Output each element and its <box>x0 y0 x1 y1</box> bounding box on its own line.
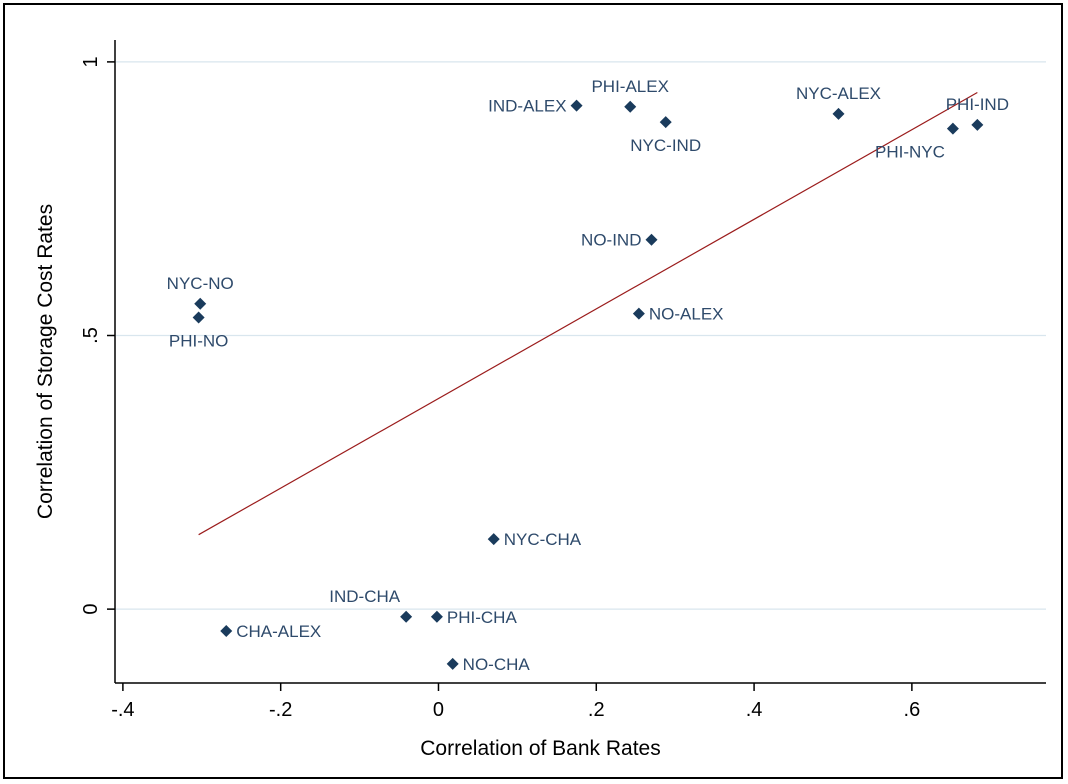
point-label: NYC-NO <box>167 274 234 293</box>
data-point <box>645 233 658 246</box>
chart-frame <box>3 3 1063 779</box>
data-points: IND-ALEX PHI-ALEX NYC-IND NYC-ALEX PHI-NYC PH… <box>167 77 1009 674</box>
x-tick-label: .2 <box>588 699 605 721</box>
data-point <box>570 99 583 112</box>
axes <box>114 40 1046 684</box>
x-tick-label: .4 <box>746 699 763 721</box>
point-label: PHI-ALEX <box>591 77 668 96</box>
point-label: PHI-CHA <box>447 608 518 627</box>
point-label: NYC-ALEX <box>796 84 881 103</box>
point-label: NO-CHA <box>463 655 531 674</box>
data-point <box>971 118 984 131</box>
x-tick-label: 0 <box>433 699 444 721</box>
point-label: NO-ALEX <box>649 305 724 324</box>
point-label: NYC-IND <box>630 136 701 155</box>
ticks: 0 .5 1 -.4 -.2 0 .2 .4 .6 <box>80 56 920 721</box>
data-point <box>194 297 207 310</box>
data-point <box>659 116 672 129</box>
data-point <box>946 122 959 135</box>
point-label: NO-IND <box>581 231 641 250</box>
point-label: CHA-ALEX <box>236 622 321 641</box>
point-label: PHI-NYC <box>875 143 945 162</box>
grid-lines <box>116 61 1046 610</box>
x-tick-label: -.2 <box>269 699 292 721</box>
fitted-line <box>198 92 978 536</box>
data-point <box>430 610 443 623</box>
data-point <box>487 533 500 546</box>
data-point <box>632 307 645 320</box>
y-tick-label: .5 <box>80 327 102 344</box>
y-axis-title: Correlation of Storage Cost Rates <box>34 204 57 519</box>
y-tick-label: 0 <box>80 604 102 615</box>
data-point <box>832 107 845 120</box>
point-label: IND-ALEX <box>488 97 566 116</box>
data-point <box>624 100 637 113</box>
data-point <box>220 625 233 638</box>
fit-line-group <box>198 92 978 536</box>
x-tick-label: .6 <box>904 699 921 721</box>
point-label: NYC-CHA <box>504 530 582 549</box>
data-point <box>400 610 413 623</box>
data-point <box>192 311 205 324</box>
x-tick-label: -.4 <box>111 699 134 721</box>
point-label: PHI-IND <box>946 95 1009 114</box>
point-label: IND-CHA <box>329 587 400 606</box>
data-point <box>446 657 459 670</box>
point-label: PHI-NO <box>169 331 229 350</box>
x-axis-title: Correlation of Bank Rates <box>420 737 660 760</box>
y-tick-label: 1 <box>80 56 102 67</box>
